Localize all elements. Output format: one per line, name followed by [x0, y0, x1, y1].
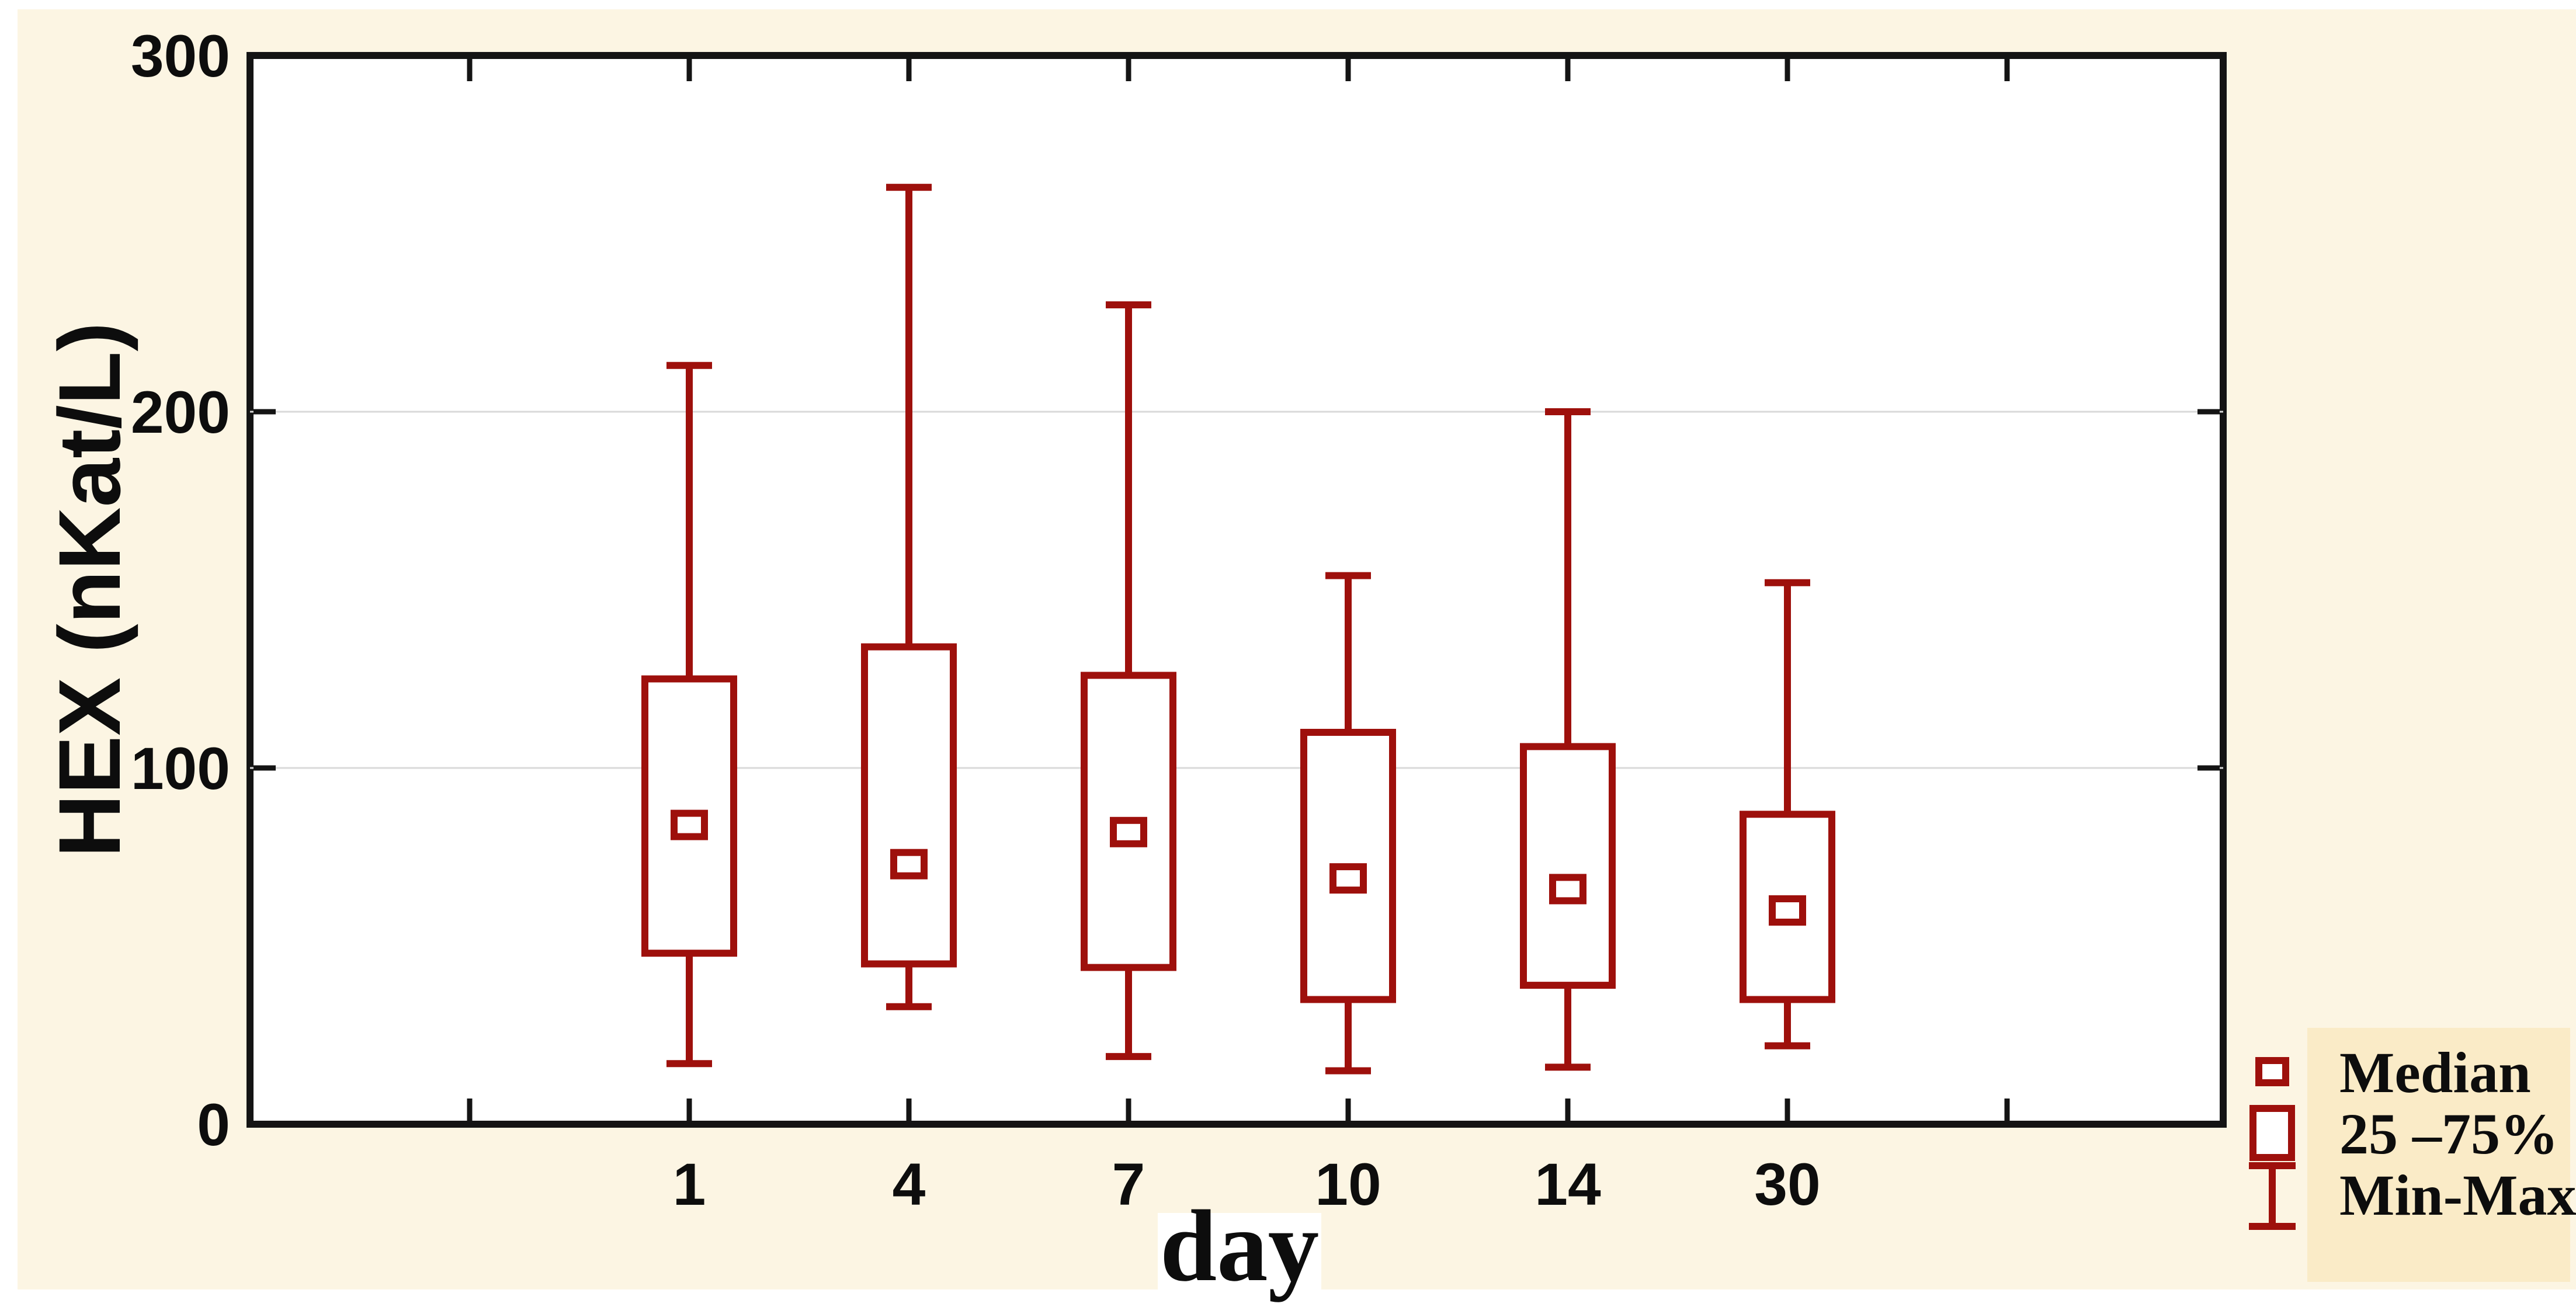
legend: Median 25 –75% Min-Max	[2249, 1028, 2576, 1282]
iqr-box	[861, 643, 957, 968]
y-tick-label-300: 300	[131, 23, 230, 89]
x-tick-label-1: 1	[673, 1151, 706, 1218]
box-day-7	[1081, 301, 1176, 1061]
x-tick-label-7: 7	[1112, 1151, 1145, 1218]
median-marker	[890, 849, 928, 880]
y-tick-label-0: 0	[197, 1092, 230, 1158]
x-tick-label-10: 10	[1315, 1151, 1381, 1218]
median-marker	[1110, 816, 1147, 847]
x-tick-label-14: 14	[1535, 1151, 1601, 1218]
y-tick-label-200: 200	[131, 379, 230, 446]
legend-iqr-box-icon	[2249, 1105, 2295, 1161]
box-day-1	[641, 361, 737, 1068]
legend-panel	[2307, 1028, 2570, 1282]
y-tick-label-100: 100	[131, 735, 230, 802]
median-marker	[1549, 874, 1586, 905]
x-axis-title: day	[1160, 1189, 1319, 1302]
x-tick-label-30: 30	[1754, 1151, 1820, 1218]
median-marker	[1769, 895, 1806, 926]
box-day-30	[1740, 579, 1835, 1049]
y-axis-title: HEX (nKat/L)	[40, 322, 138, 858]
legend-label-minmax: Min-Max	[2339, 1163, 2576, 1228]
legend-min-max-whisker-icon	[2249, 1162, 2296, 1230]
median-marker	[671, 809, 708, 840]
iqr-box	[1520, 743, 1616, 989]
box-day-14	[1520, 408, 1616, 1071]
box-day-4	[861, 183, 957, 1010]
legend-label-median: Median	[2339, 1040, 2531, 1105]
box-day-10	[1300, 572, 1396, 1075]
plot-area	[247, 52, 2227, 1128]
x-tick-label-4: 4	[893, 1151, 926, 1218]
median-marker	[1329, 863, 1367, 894]
x-axis-title-background	[1158, 1213, 1321, 1289]
legend-label-iqr: 25 –75%	[2339, 1101, 2558, 1166]
legend-median-marker-icon	[2255, 1057, 2289, 1086]
